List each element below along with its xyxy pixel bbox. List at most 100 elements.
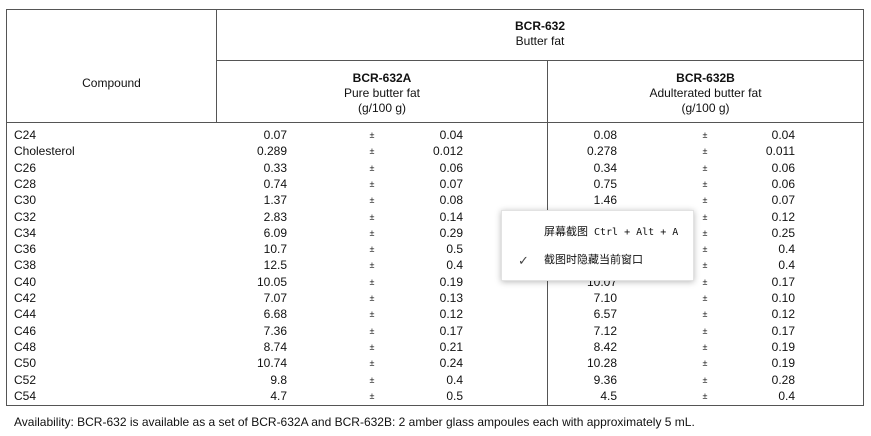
a-uncertainty: 0.012 [432, 144, 463, 159]
b-plus-minus: ± [702, 146, 708, 157]
a-uncertainty: 0.13 [439, 291, 463, 305]
data-table: BCR-632 Butter fat Compound BCR-632A Pur… [6, 9, 864, 406]
menu-item-screenshot-label: 屏幕截图 [544, 225, 588, 238]
b-plus-minus: ± [702, 276, 708, 287]
b-uncertainty: 0.25 [771, 225, 795, 240]
a-value: 9.8 [270, 372, 287, 387]
availability-note: Availability: BCR-632 is available as a … [14, 415, 695, 429]
b-uncertainty: 0.12 [771, 307, 795, 322]
compound-name: C38 [14, 258, 37, 273]
a-plus-minus: ± [369, 374, 375, 385]
b-plus-minus: ± [702, 309, 708, 320]
a-value: 1.37 [263, 193, 287, 208]
b-plus-minus: ± [702, 211, 708, 222]
b-value: 7.12 [593, 323, 617, 338]
compound-name: C42 [14, 291, 37, 305]
a-uncertainty: 0.5 [446, 242, 463, 257]
a-value: 10.74 [256, 356, 287, 371]
compound-name: C26 [14, 160, 37, 175]
a-uncertainty: 0.12 [439, 307, 463, 322]
product-title: BCR-632 [514, 19, 565, 33]
a-value: 6.68 [263, 307, 287, 322]
a-uncertainty: 0.21 [439, 339, 463, 354]
col-b-unit: (g/100 g) [681, 101, 730, 115]
a-value: 2.83 [263, 209, 287, 224]
context-menu: 屏幕截图 Ctrl + Alt + A ✓ 截图时隐藏当前窗口 [501, 210, 694, 281]
compound-name: C24 [14, 128, 37, 142]
a-uncertainty: 0.4 [446, 258, 463, 273]
compound-name: C44 [14, 307, 37, 322]
b-plus-minus: ± [702, 260, 708, 271]
b-value: 1.46 [593, 193, 617, 208]
b-plus-minus: ± [702, 358, 708, 369]
compound-name: C36 [14, 242, 37, 257]
col-a-subtitle: Pure butter fat [343, 86, 421, 100]
a-uncertainty: 0.14 [439, 209, 463, 224]
b-value: 8.42 [593, 339, 617, 354]
a-uncertainty: 0.07 [439, 176, 463, 191]
a-plus-minus: ± [369, 227, 375, 238]
menu-item-screenshot-shortcut: Ctrl + Alt + A [594, 227, 679, 238]
menu-item-hide-window[interactable]: ✓ 截图时隐藏当前窗口 [502, 248, 693, 272]
b-uncertainty: 0.17 [771, 323, 795, 338]
compound-col-divider [216, 10, 217, 122]
menu-item-hide-window-label: 截图时隐藏当前窗口 [544, 253, 643, 266]
b-plus-minus: ± [702, 178, 708, 189]
b-value: 4.5 [600, 388, 617, 403]
compound-name: C30 [14, 193, 37, 208]
a-plus-minus: ± [369, 325, 375, 336]
a-plus-minus: ± [369, 293, 375, 303]
b-uncertainty: 0.07 [771, 193, 795, 208]
a-uncertainty: 0.24 [439, 356, 463, 371]
header-bottom-rule [7, 122, 863, 123]
a-uncertainty: 0.4 [446, 372, 463, 387]
b-uncertainty: 0.17 [771, 274, 795, 289]
a-plus-minus: ± [369, 358, 375, 369]
check-icon: ✓ [518, 253, 529, 268]
b-plus-minus: ± [702, 227, 708, 238]
b-value: 10.28 [586, 356, 617, 371]
b-value: 6.57 [593, 307, 617, 322]
a-uncertainty: 0.17 [439, 323, 463, 338]
a-plus-minus: ± [369, 162, 375, 173]
a-uncertainty: 0.06 [439, 160, 463, 175]
b-plus-minus: ± [702, 325, 708, 336]
a-uncertainty: 0.04 [439, 128, 463, 142]
a-value: 4.7 [270, 388, 287, 403]
a-value: 7.36 [263, 323, 287, 338]
a-plus-minus: ± [369, 309, 375, 320]
b-value: 0.75 [593, 176, 617, 191]
col-a-unit: (g/100 g) [357, 101, 407, 115]
a-uncertainty: 0.08 [439, 193, 463, 208]
compound-header: Compound [82, 76, 141, 90]
a-plus-minus: ± [369, 146, 375, 157]
a-plus-minus: ± [369, 341, 375, 352]
b-value: 9.36 [593, 372, 617, 387]
a-value: 10.05 [256, 274, 287, 289]
a-plus-minus: ± [369, 244, 375, 255]
b-value: 7.10 [593, 291, 617, 305]
a-plus-minus: ± [369, 211, 375, 222]
b-value: 0.34 [593, 160, 617, 175]
col-b-header: BCR-632B Adulterated butter fat (g/100 g… [548, 71, 863, 116]
menu-item-screenshot[interactable]: 屏幕截图 Ctrl + Alt + A [502, 220, 693, 244]
b-uncertainty: 0.4 [778, 242, 795, 257]
a-value: 0.33 [263, 160, 287, 175]
b-plus-minus: ± [702, 390, 708, 401]
a-plus-minus: ± [369, 130, 375, 140]
a-plus-minus: ± [369, 260, 375, 271]
a-uncertainty: 0.5 [446, 388, 463, 403]
b-uncertainty: 0.06 [771, 176, 795, 191]
compound-name: C34 [14, 225, 37, 240]
b-uncertainty: 0.4 [778, 388, 795, 403]
compound-name: C48 [14, 339, 37, 354]
compound-name: Cholesterol [14, 144, 75, 159]
compound-name: C54 [14, 388, 37, 403]
compound-name: C40 [14, 274, 37, 289]
b-value: 0.278 [586, 144, 617, 159]
b-plus-minus: ± [702, 374, 708, 385]
b-uncertainty: 0.4 [778, 258, 795, 273]
a-uncertainty: 0.19 [439, 274, 463, 289]
header-divider [216, 60, 863, 61]
compound-name: C32 [14, 209, 37, 224]
